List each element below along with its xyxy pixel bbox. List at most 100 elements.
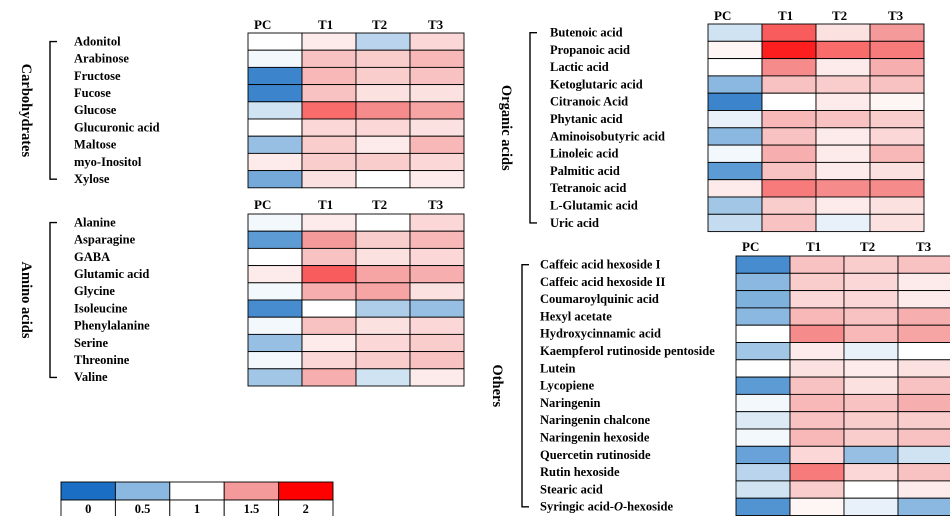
- carbohydrates-cell-3-0: [247, 84, 303, 103]
- amino-acids-cell-6-1: [301, 316, 357, 335]
- legend-tick-label: 1.5: [244, 502, 260, 516]
- organic-acids-cell-0-2: [815, 23, 871, 42]
- amino-acids-cell-7-3: [409, 333, 465, 353]
- amino-acids-row-label: Valine: [74, 370, 108, 384]
- amino-acids-cell-5-2: [355, 299, 411, 318]
- amino-acids-cell-8-2: [355, 351, 411, 370]
- organic-acids-column-header-t3: T3: [888, 8, 904, 23]
- others-cell-10-0: [735, 428, 791, 447]
- organic-acids-cell-11-1: [761, 213, 817, 233]
- others-column-header-t2: T2: [860, 239, 875, 254]
- carbohydrates-cell-7-1: [301, 152, 357, 172]
- others-bracket: [521, 263, 529, 508]
- others-cell-1-2: [843, 272, 899, 292]
- carbohydrates-cell-6-0: [247, 135, 303, 154]
- organic-acids-cell-6-2: [815, 127, 871, 146]
- carbohydrates-cell-8-0: [247, 170, 303, 189]
- amino-acids-cell-4-0: [247, 282, 303, 301]
- others-cell-10-2: [843, 428, 899, 447]
- amino-acids-row-label: Alanine: [74, 215, 116, 229]
- organic-acids-row-label: L-Glutamic acid: [550, 198, 638, 212]
- organic-acids-cell-3-0: [707, 75, 763, 94]
- carbohydrates-cell-4-2: [355, 101, 411, 120]
- others-cell-8-2: [843, 393, 899, 413]
- others-cell-8-3: [897, 393, 950, 413]
- amino-acids-cell-6-2: [355, 316, 411, 335]
- amino-acids-row-label: Asparagine: [74, 233, 136, 247]
- organic-acids-cell-3-1: [761, 75, 817, 94]
- organic-acids-cell-8-2: [815, 161, 871, 181]
- others-cell-2-2: [843, 290, 899, 309]
- amino-acids-cell-1-1: [301, 230, 357, 249]
- amino-acids-row-label: Phenylalanine: [74, 319, 150, 333]
- carbohydrates-cell-3-2: [355, 84, 411, 103]
- carbohydrates-cell-3-3: [409, 84, 465, 103]
- amino-acids-cell-3-0: [247, 265, 303, 284]
- organic-acids-cell-11-0: [707, 213, 763, 233]
- carbohydrates-cell-0-0: [247, 32, 303, 51]
- carbohydrates-row-label: Xylose: [74, 172, 110, 186]
- organic-acids-group-label: Organic acids: [498, 85, 514, 171]
- organic-acids-cell-8-0: [707, 161, 763, 181]
- carbohydrates-cell-5-1: [301, 118, 357, 137]
- others-cell-7-3: [897, 376, 950, 395]
- organic-acids-row-label: Propanoic acid: [550, 43, 630, 57]
- amino-acids-row-label: Threonine: [74, 353, 130, 367]
- carbohydrates-cell-1-3: [409, 49, 465, 68]
- organic-acids-cell-0-0: [707, 23, 763, 42]
- amino-acids-cell-6-0: [247, 316, 303, 335]
- organic-acids-cell-3-2: [815, 75, 871, 94]
- others-cell-11-1: [789, 445, 845, 465]
- others-cell-10-3: [897, 428, 950, 447]
- organic-acids-cell-2-1: [761, 58, 817, 77]
- organic-acids-row-label: Linoleic acid: [550, 147, 618, 161]
- others-column-header-pc: PC: [742, 239, 759, 254]
- others-cell-2-0: [735, 290, 791, 309]
- others-cell-11-3: [897, 445, 950, 465]
- carbohydrates-cell-2-1: [301, 66, 357, 86]
- carbohydrates-row-label: Fructose: [74, 69, 121, 83]
- others-cell-14-0: [735, 497, 791, 516]
- others-cell-4-0: [735, 324, 791, 343]
- carbohydrates-cell-5-3: [409, 118, 465, 137]
- others-cell-6-3: [897, 359, 950, 378]
- others-group-label: Others: [489, 364, 505, 407]
- organic-acids-cell-5-1: [761, 110, 817, 129]
- others-cell-12-1: [789, 463, 845, 482]
- carbohydrates-cell-1-1: [301, 49, 357, 68]
- organic-acids-cell-2-2: [815, 58, 871, 77]
- organic-acids-row-label: Ketoglutaric acid: [550, 77, 643, 91]
- others-cell-14-2: [843, 497, 899, 516]
- carbohydrates-cell-3-1: [301, 84, 357, 103]
- amino-acids-cell-8-3: [409, 351, 465, 370]
- amino-acids-cell-0-3: [409, 213, 465, 232]
- amino-acids-row-label: Isoleucine: [74, 301, 128, 315]
- organic-acids-row-label: Palmitic acid: [550, 164, 620, 178]
- organic-acids-cell-5-3: [869, 110, 925, 129]
- others-cell-3-0: [735, 307, 791, 326]
- others-cell-5-2: [843, 342, 899, 361]
- organic-acids-cell-10-3: [869, 196, 925, 215]
- others-column-header-t1: T1: [806, 239, 821, 254]
- others-cell-2-3: [897, 290, 950, 309]
- others-cell-13-2: [843, 480, 899, 499]
- legend-swatch-1: [114, 481, 171, 501]
- amino-acids-row-label: GABA: [74, 250, 110, 264]
- carbohydrates-cell-8-3: [409, 170, 465, 189]
- amino-acids-cell-1-2: [355, 230, 411, 249]
- organic-acids-cell-5-0: [707, 110, 763, 129]
- others-cell-3-3: [897, 307, 950, 326]
- others-row-label: Caffeic acid hexoside I: [540, 257, 661, 271]
- amino-acids-cell-1-0: [247, 230, 303, 249]
- others-cell-0-2: [843, 255, 899, 274]
- others-cell-7-0: [735, 376, 791, 395]
- organic-acids-row-label: Tetranoic acid: [550, 181, 626, 195]
- amino-acids-cell-5-3: [409, 299, 465, 318]
- amino-acids-cell-8-0: [247, 351, 303, 370]
- others-cell-14-1: [789, 497, 845, 516]
- others-row-label: Hexyl acetate: [540, 309, 612, 323]
- legend-swatch-4: [278, 481, 334, 501]
- organic-acids-cell-7-2: [815, 144, 871, 163]
- carbohydrates-row-label: Glucuronic acid: [74, 120, 160, 134]
- carbohydrates-column-header-t3: T3: [428, 17, 444, 32]
